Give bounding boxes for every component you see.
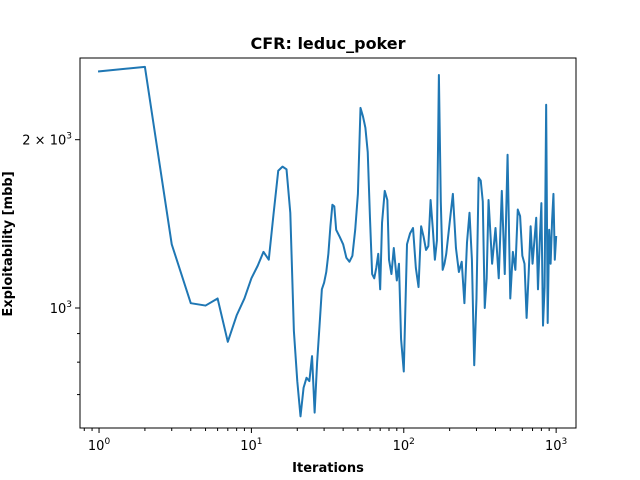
x-tick-label-base: 10	[393, 439, 410, 454]
y-tick-label: 2 × 103	[22, 132, 72, 149]
x-tick-label: 100	[88, 437, 111, 454]
y-tick-label-base: 10	[50, 302, 67, 317]
x-tick-label: 103	[545, 437, 567, 454]
x-tick-label-base: 10	[88, 439, 105, 454]
y-tick-label-prefix: 2 ×	[22, 134, 49, 149]
x-tick-label-exponent: 1	[257, 437, 263, 447]
x-tick-label: 102	[393, 437, 415, 454]
x-tick-label-base: 10	[240, 439, 257, 454]
x-axis-label: Iterations	[292, 461, 364, 476]
y-tick-label-exponent: 3	[66, 300, 72, 310]
x-tick-label: 101	[240, 437, 262, 454]
y-tick-label-base: 10	[50, 134, 67, 149]
series-layer	[97, 65, 558, 418]
y-axis-label: Exploitability [mbb]	[1, 171, 16, 316]
x-tick-label-base: 10	[545, 439, 562, 454]
plot-frame	[79, 57, 577, 429]
x-tick-label-exponent: 3	[562, 437, 568, 447]
x-tick-label-exponent: 0	[104, 437, 110, 447]
x-tick-label-exponent: 2	[409, 437, 415, 447]
y-tick-label: 103	[50, 300, 72, 317]
chart-title: CFR: leduc_poker	[250, 34, 405, 53]
series-line	[97, 65, 558, 418]
y-tick-label-exponent: 3	[66, 132, 72, 142]
